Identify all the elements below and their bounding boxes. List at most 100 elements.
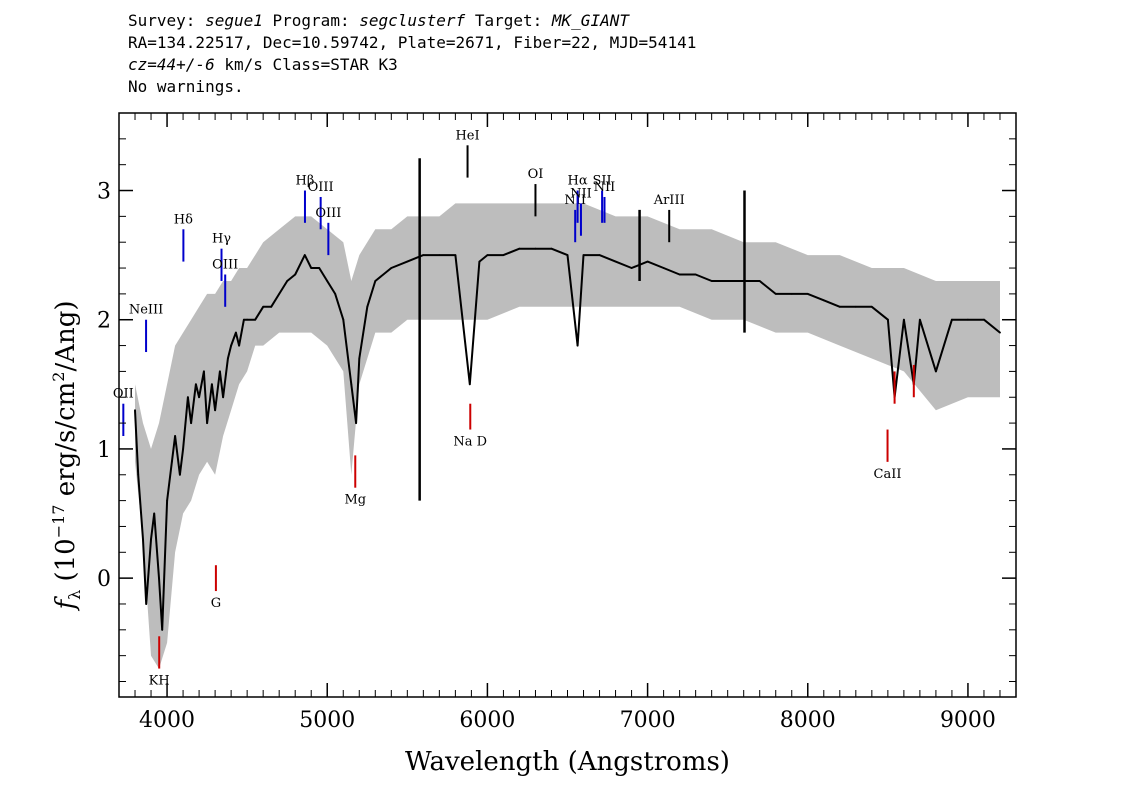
flux-point	[919, 318, 921, 321]
x-tick-label: 4000	[139, 708, 195, 733]
flux-point	[758, 280, 761, 282]
flux-point	[822, 299, 825, 302]
ylabel-exp2: 2	[49, 372, 68, 382]
flux-point	[230, 344, 233, 347]
target-label: Target:	[474, 11, 543, 30]
flux-point	[870, 305, 873, 308]
ylabel-mid: erg/s/cm	[51, 382, 81, 505]
ylabel-close: /Ang)	[51, 300, 81, 371]
emission-line-label: Hα	[568, 174, 588, 189]
flux-point	[235, 331, 237, 334]
flux-point	[454, 254, 457, 256]
absorption-line-label: Mg	[344, 493, 366, 508]
flux-point	[182, 448, 185, 450]
flux-point	[355, 422, 357, 424]
emission-line-label: SII	[593, 174, 612, 189]
flux-point	[318, 267, 321, 269]
flux-point	[678, 273, 681, 276]
flux-point	[310, 267, 313, 269]
flux-point	[246, 318, 249, 321]
flux-point	[206, 422, 209, 424]
flux-point	[374, 280, 377, 282]
flux-point	[983, 318, 985, 321]
flux-point	[790, 293, 793, 295]
absorption-line-label: KH	[149, 674, 170, 689]
flux-point	[174, 435, 177, 437]
flux-point	[262, 305, 265, 308]
flux-point	[219, 370, 221, 373]
emission-line-label: NII	[570, 186, 592, 201]
ticks-layer: 4000 5000 6000 7000 8000 9000 0 1 2 3	[97, 113, 1017, 733]
flux-point	[774, 293, 777, 295]
flux-point	[334, 293, 337, 295]
emission-line-label: OII	[113, 387, 134, 402]
x-tick-label: 6000	[459, 708, 515, 733]
flux-point	[887, 318, 889, 321]
flux-point	[145, 603, 148, 605]
flux-point	[222, 396, 225, 399]
flux-point	[534, 247, 537, 250]
flux-point	[350, 383, 353, 386]
emission-line-label: NII	[594, 180, 616, 195]
error-band-layer	[135, 203, 1000, 669]
flux-point	[238, 344, 241, 347]
program-value: segclusterf	[359, 11, 466, 30]
absorption-line-label: CaII	[874, 467, 902, 482]
survey-value: segue1	[205, 11, 263, 30]
flux-point	[303, 254, 306, 256]
header-line-1: Survey: segue1 Program: segclusterf Targ…	[128, 10, 696, 32]
y-tick-label: 3	[97, 180, 111, 205]
flux-point	[598, 254, 601, 256]
flux-point	[187, 396, 189, 399]
flux-point	[171, 460, 173, 463]
warnings-line: No warnings.	[128, 77, 244, 96]
flux-point	[935, 370, 937, 373]
cz-value: cz=44+/-6	[128, 55, 215, 74]
flux-point	[198, 396, 201, 399]
flux-point	[358, 357, 361, 360]
flux-point	[582, 254, 585, 256]
x-tick-label: 7000	[620, 708, 676, 733]
flux-point	[214, 409, 217, 412]
target-value: MK_GIANT	[551, 11, 629, 30]
spectrum-header: Survey: segue1 Program: segclusterf Targ…	[128, 10, 696, 98]
flux-point	[150, 538, 152, 541]
y-tick-label: 1	[97, 438, 111, 463]
flux-point	[190, 422, 193, 424]
flux-point	[951, 318, 953, 321]
flux-point	[550, 247, 553, 250]
flux-point	[662, 267, 665, 269]
flux-point	[137, 473, 140, 476]
flux-point	[166, 499, 169, 502]
y-tick-label: 0	[97, 567, 111, 592]
flux-point	[566, 254, 569, 256]
flux-point	[518, 247, 521, 250]
flux-point	[710, 280, 713, 282]
flux-point	[195, 383, 197, 386]
flux-point	[646, 260, 649, 263]
flux-point	[726, 280, 729, 282]
absorption-line-label: Na D	[453, 435, 487, 450]
emission-line-label: OIII	[212, 258, 238, 273]
flux-point	[694, 273, 697, 276]
y-tick-label: 2	[97, 309, 111, 334]
emission-line-label: Hβ	[296, 174, 315, 189]
emission-line-label: NeIII	[129, 303, 163, 318]
flux-point	[614, 260, 617, 263]
flux-point	[390, 267, 393, 269]
emission-line-label: Hδ	[174, 212, 193, 227]
y-axis-title: fλ (10−17 erg/s/cm2/Ang)	[49, 300, 84, 611]
emission-line-label: HeI	[455, 128, 479, 143]
flux-point	[806, 293, 809, 295]
flux-point	[502, 254, 505, 256]
flux-point	[134, 409, 136, 412]
x-tick-label: 8000	[780, 708, 836, 733]
emission-line-label: OIII	[308, 180, 334, 195]
flux-point	[438, 254, 441, 256]
flux-point	[366, 305, 369, 308]
flux-point	[227, 357, 229, 360]
emission-line-label: ArIII	[653, 193, 685, 208]
flux-point	[342, 318, 345, 321]
flux-point	[153, 512, 156, 515]
